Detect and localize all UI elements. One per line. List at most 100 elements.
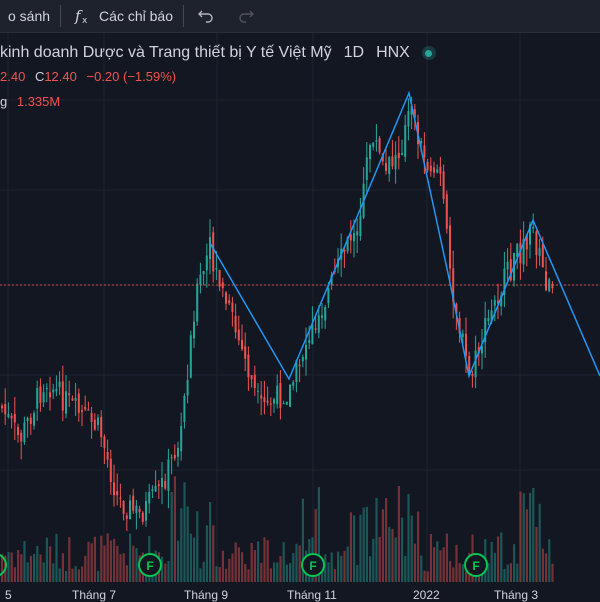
volume-legend: g 1.335M [0,94,60,109]
candle-body [375,140,378,142]
candle-body [330,274,333,285]
volume-bar [68,537,71,582]
volume-bar [548,539,551,582]
candle-body [282,403,285,405]
time-axis-label: Tháng 7 [72,588,117,602]
candle-body [212,232,215,272]
dividend-marker[interactable]: F [301,553,325,577]
candle-body [58,381,61,388]
candle-body [154,485,157,492]
candle-body [311,323,314,345]
volume-bar [369,556,372,582]
volume-bar [164,563,167,582]
candle-body [183,395,186,422]
volume-bar [346,546,349,582]
candle-body [295,360,298,383]
candle-body [301,356,304,362]
candle-body [161,477,163,488]
dividend-marker[interactable]: F [464,553,488,577]
volume-bar [532,487,535,582]
candle-body [257,390,259,392]
candle-body [13,413,16,423]
candle-body [189,335,192,378]
candle-body [77,393,80,413]
candle-body [33,413,35,426]
candle-body [436,169,439,173]
candle-body [449,225,451,269]
candle-body [538,248,541,256]
candle-body [413,109,416,118]
volume-bar [493,552,496,582]
volume-bar [337,551,340,582]
volume-bar [263,537,266,582]
candle-body [167,459,170,491]
candle-body [541,244,544,268]
dividend-marker[interactable] [0,554,7,576]
volume-bar [417,511,420,582]
dividend-marker-label: F [146,559,153,573]
candle-body [170,457,173,459]
compare-button[interactable]: o sánh [0,0,58,32]
time-axis-label: Tháng 11 [287,588,337,602]
volume-bar [247,569,250,582]
volume-bar [145,570,148,582]
candlesticks [1,96,554,531]
candle-body [455,303,458,314]
volume-bar [458,563,461,582]
candle-body [500,295,503,307]
close-label: C [34,69,45,84]
candle-body [23,422,26,443]
candle-body [289,384,291,407]
volume-bar [39,554,42,582]
volume-bar [215,566,218,582]
volume-bar [295,543,298,582]
candle-body [125,515,128,519]
candle-body [260,395,263,399]
candle-body [458,318,461,334]
volume-bar [314,508,317,582]
volume-bar [423,570,426,582]
volume-bar [535,527,538,582]
redo-button[interactable] [226,0,266,32]
volume-bar [250,543,253,582]
candle-body [404,125,407,157]
volume-bar [289,562,292,582]
candle-body [49,392,51,398]
candle-body [202,270,205,275]
dividend-marker[interactable]: F [138,553,162,577]
candle-body [551,283,554,289]
indicators-button[interactable]: f x Các chỉ báo [63,0,181,32]
volume-bar [525,509,528,582]
undo-button[interactable] [186,0,226,32]
candle-body [241,340,243,350]
volume-bar [266,540,269,582]
toolbar-divider [60,5,62,27]
candle-body [7,414,10,418]
volume-bar [257,541,260,582]
dividend-marker-circle [138,553,162,577]
svg-text:f: f [74,7,83,25]
candle-body [381,153,384,162]
candle-body [90,412,93,423]
candle-body [141,512,144,522]
volume-bar [52,563,55,582]
close-value: 12.40 [44,69,77,84]
volume-bar [385,498,388,582]
interval[interactable]: 1D [343,44,365,61]
candle-body [522,239,525,265]
volume-bar [81,566,84,582]
volume-bar [276,562,279,582]
candle-body [461,333,464,338]
candle-body [253,374,256,388]
candle-body [391,156,394,167]
volume-bar [362,507,365,582]
volume-bar [372,538,375,582]
candle-body [305,344,307,360]
volume-bar [205,525,208,582]
candle-body [103,436,106,448]
candle-body [4,404,7,415]
volume-bar [7,552,10,582]
volume-bar [125,565,128,582]
candle-body [525,234,528,250]
